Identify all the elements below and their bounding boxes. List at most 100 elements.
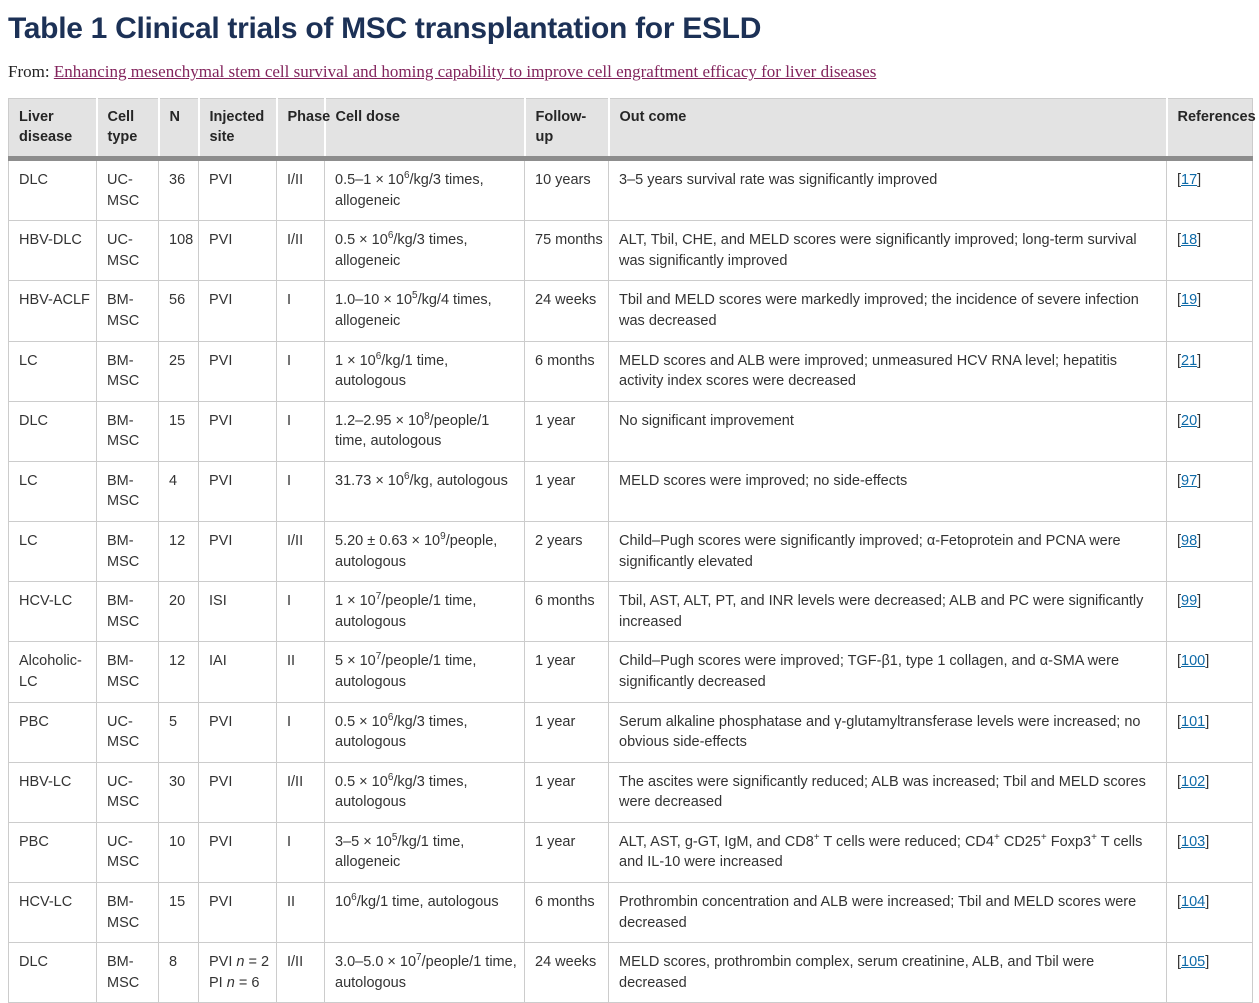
- cell-outcome: No significant improvement: [608, 400, 1167, 462]
- cell-cell-type: BM-MSC: [96, 280, 159, 342]
- cell-injected-site: IAI: [198, 641, 277, 703]
- cell-follow-up: 75 months: [524, 220, 609, 282]
- cell-injected-site: PVI: [198, 340, 277, 402]
- cell-cell-dose: 1.2–2.95 × 108/people/1 time, autologous: [324, 400, 525, 462]
- table-row: HBV-DLC UC-MSC 108 PVI I/II 0.5 × 106/kg/3 ti…: [8, 220, 1253, 282]
- cell-phase: I/II: [276, 942, 325, 1003]
- reference-link[interactable]: 20: [1181, 412, 1198, 429]
- cell-cell-dose: 31.73 × 106/kg, autologous: [324, 460, 525, 523]
- cell-follow-up: 10 years: [524, 158, 609, 222]
- reference-link[interactable]: 104: [1181, 894, 1206, 910]
- table-row: PBC UC-MSC 5 PVI I 0.5 × 106/kg/3 times, auto…: [8, 701, 1253, 763]
- cell-reference: [101]: [1166, 701, 1253, 763]
- cell-liver-disease: HCV-LC: [8, 581, 97, 643]
- reference-link[interactable]: 100: [1181, 653, 1206, 670]
- cell-follow-up: 6 months: [524, 340, 609, 402]
- cell-liver-disease: HBV-ACLF: [8, 280, 97, 342]
- cell-outcome: ALT, AST, g-GT, IgM, and CD8+ T cells we…: [608, 821, 1167, 884]
- cell-follow-up: 1 year: [524, 400, 609, 462]
- table-row: PBC UC-MSC 10 PVI I 3–5 × 105/kg/1 time, allo…: [8, 821, 1253, 884]
- cell-cell-dose: 1 × 107/people/1 time, autologous: [324, 581, 525, 643]
- reference-link[interactable]: 19: [1181, 292, 1198, 309]
- table-row: Alcoholic-LC BM-MSC 12 IAI II 5 × 107/people/…: [8, 641, 1253, 703]
- reference-link[interactable]: 102: [1181, 773, 1206, 790]
- reference-link[interactable]: 103: [1181, 833, 1206, 850]
- table-page: Table 1 Clinical trials of MSC transplan…: [0, 12, 1259, 1003]
- cell-cell-type: BM-MSC: [96, 400, 159, 462]
- cell-n: 20: [158, 581, 199, 643]
- cell-cell-dose: 0.5 × 106/kg/3 times, autologous: [324, 701, 525, 763]
- cell-n: 30: [158, 761, 199, 823]
- cell-cell-dose: 0.5 × 106/kg/3 times, autologous: [324, 761, 525, 823]
- cell-injected-site: PVI: [198, 761, 277, 823]
- cell-follow-up: 1 year: [524, 460, 609, 523]
- cell-cell-type: BM-MSC: [96, 881, 159, 944]
- cell-outcome: Prothrombin concentration and ALB were i…: [608, 881, 1167, 944]
- cell-follow-up: 24 weeks: [524, 280, 609, 342]
- reference-link[interactable]: 18: [1181, 232, 1198, 249]
- table-row: HCV-LC BM-MSC 15 PVI II 106/kg/1 time, autolo…: [8, 881, 1253, 944]
- cell-outcome: The ascites were significantly reduced; …: [608, 761, 1167, 823]
- cell-phase: I: [276, 340, 325, 402]
- cell-liver-disease: LC: [8, 460, 97, 523]
- cell-outcome: MELD scores were improved; no side-effec…: [608, 460, 1167, 523]
- cell-reference: [21]: [1166, 340, 1253, 402]
- cell-phase: I/II: [276, 521, 325, 583]
- reference-link[interactable]: 105: [1181, 954, 1206, 971]
- cell-reference: [105]: [1166, 942, 1253, 1003]
- column-header: Liver disease: [8, 97, 98, 162]
- cell-cell-dose: 5.20 ± 0.63 × 109/people, autologous: [324, 521, 525, 583]
- cell-injected-site: PVI: [198, 821, 277, 884]
- reference-link[interactable]: 17: [1181, 172, 1198, 189]
- cell-reference: [98]: [1166, 521, 1253, 583]
- cell-phase: I: [276, 400, 325, 462]
- cell-phase: I: [276, 581, 325, 643]
- cell-liver-disease: DLC: [8, 942, 97, 1003]
- cell-injected-site: PVI n = 2 PI n = 6: [198, 942, 277, 1003]
- table-row: LC BM-MSC 4 PVI I 31.73 × 106/kg, autologous 1…: [8, 460, 1253, 523]
- reference-link[interactable]: 21: [1181, 352, 1198, 369]
- source-article-link[interactable]: Enhancing mesenchymal stem cell survival…: [53, 62, 877, 81]
- cell-outcome: Child–Pugh scores were significantly imp…: [608, 521, 1167, 583]
- cell-liver-disease: LC: [8, 521, 97, 583]
- cell-phase: I/II: [276, 761, 325, 823]
- cell-n: 12: [158, 641, 199, 703]
- clinical-trials-table: Liver disease Cell type N Injected site Phas…: [8, 97, 1256, 1003]
- cell-reference: [18]: [1166, 220, 1253, 282]
- table-row: HCV-LC BM-MSC 20 ISI I 1 × 107/people/1 time,…: [8, 581, 1253, 643]
- column-header: Phase: [276, 97, 330, 162]
- cell-follow-up: 1 year: [524, 761, 609, 823]
- cell-outcome: Serum alkaline phosphatase and γ-glutamy…: [608, 701, 1167, 763]
- cell-n: 8: [158, 942, 199, 1003]
- cell-follow-up: 24 weeks: [524, 942, 609, 1003]
- cell-reference: [97]: [1166, 460, 1253, 523]
- cell-injected-site: PVI: [198, 280, 277, 342]
- column-header: Follow-up: [524, 97, 610, 162]
- cell-liver-disease: PBC: [8, 701, 97, 763]
- cell-cell-type: UC-MSC: [96, 821, 159, 884]
- cell-cell-type: UC-MSC: [96, 701, 159, 763]
- cell-cell-dose: 5 × 107/people/1 time, autologous: [324, 641, 525, 703]
- reference-link[interactable]: 99: [1181, 593, 1198, 610]
- cell-phase: I: [276, 701, 325, 763]
- cell-follow-up: 2 years: [524, 521, 609, 583]
- reference-link[interactable]: 97: [1181, 472, 1198, 489]
- cell-cell-dose: 3.0–5.0 × 107/people/1 time, autologous: [324, 942, 525, 1003]
- table-header: Liver disease Cell type N Injected site Phas…: [8, 97, 1256, 162]
- table-row: DLC BM-MSC 8 PVI n = 2 PI n = 6 I/II 3.0–5.0 ×…: [8, 942, 1253, 1003]
- table-body: DLC UC-MSC 36 PVI I/II 0.5–1 × 106/kg/3 times…: [8, 158, 1253, 1003]
- cell-liver-disease: HBV-DLC: [8, 220, 97, 282]
- cell-n: 15: [158, 400, 199, 462]
- cell-cell-type: UC-MSC: [96, 158, 159, 222]
- cell-reference: [17]: [1166, 158, 1253, 222]
- cell-cell-type: UC-MSC: [96, 761, 159, 823]
- cell-n: 108: [158, 220, 199, 282]
- cell-n: 10: [158, 821, 199, 884]
- reference-link[interactable]: 101: [1181, 713, 1206, 730]
- cell-injected-site: ISI: [198, 581, 277, 643]
- reference-link[interactable]: 98: [1181, 533, 1198, 550]
- cell-phase: I/II: [276, 220, 325, 282]
- cell-phase: II: [276, 641, 325, 703]
- cell-reference: [19]: [1166, 280, 1253, 342]
- cell-n: 4: [158, 460, 199, 523]
